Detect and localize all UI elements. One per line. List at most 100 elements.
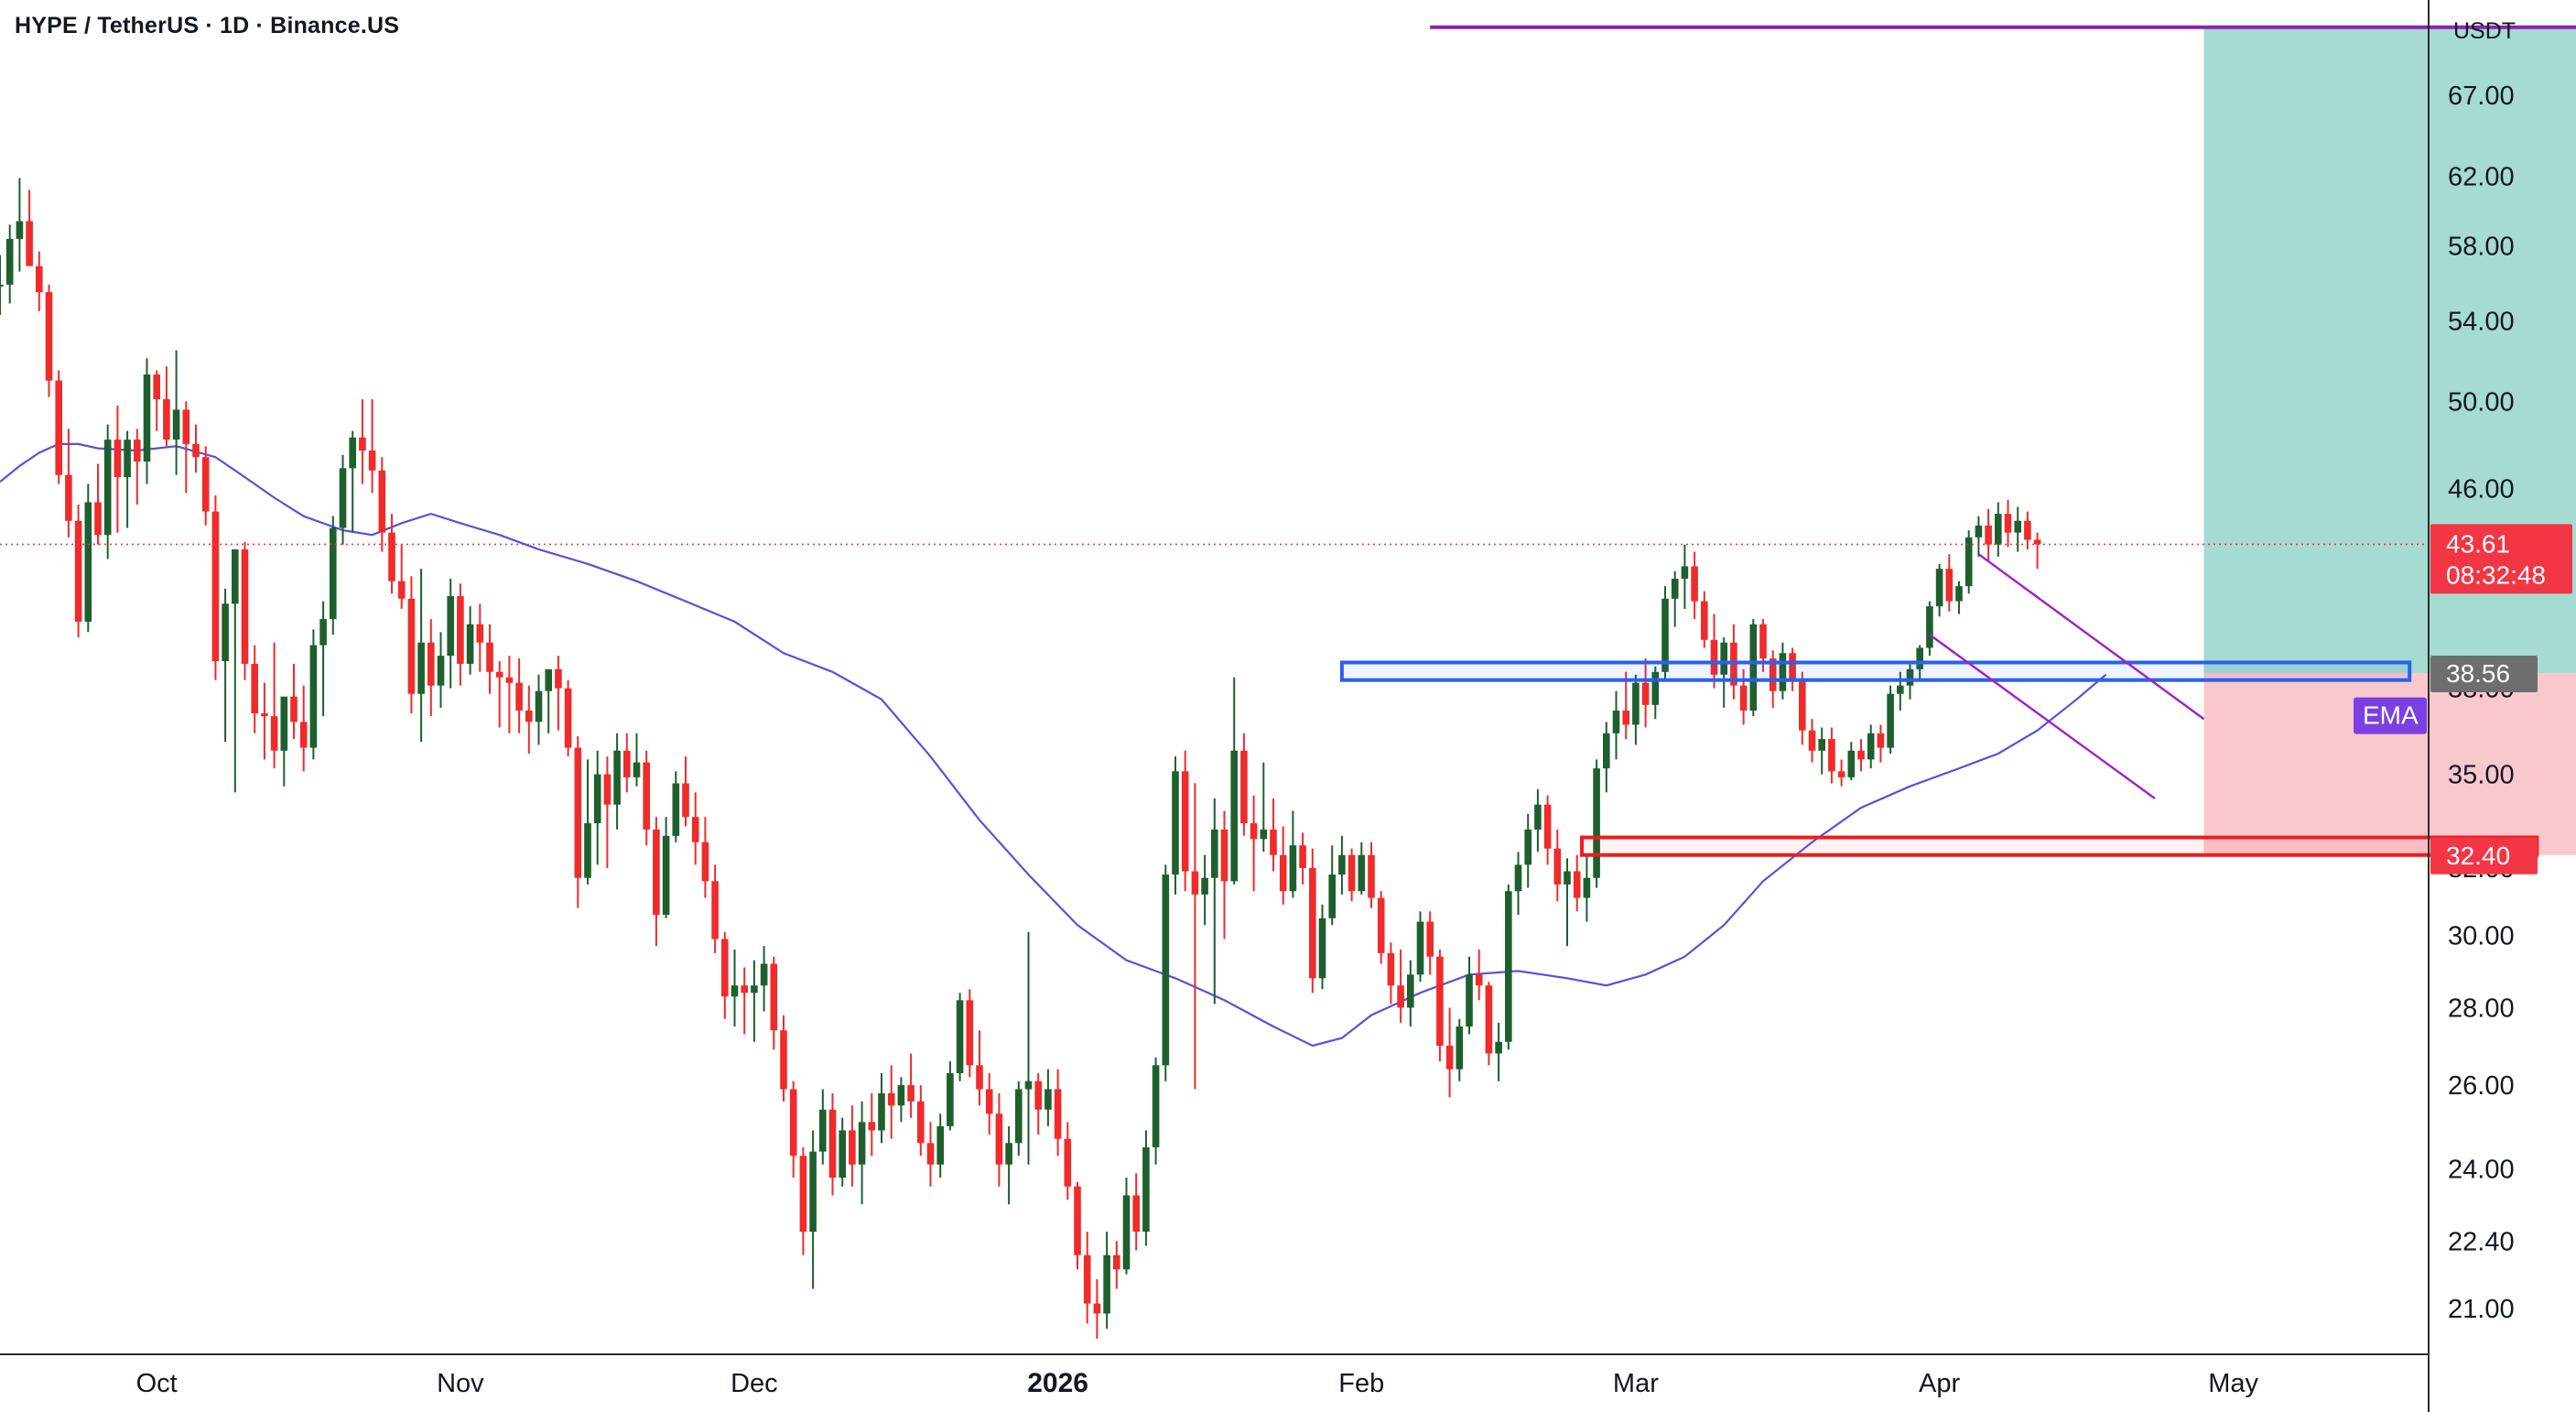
candle-body xyxy=(584,823,591,878)
candle-body xyxy=(839,1130,846,1178)
candle-body xyxy=(1064,1138,1072,1187)
candle-body xyxy=(1837,771,1845,777)
candle-body xyxy=(417,642,425,694)
candle-body xyxy=(1074,1186,1081,1255)
candle-body xyxy=(574,747,582,878)
candle-body xyxy=(701,842,709,882)
candle-body xyxy=(319,619,327,646)
candle-body xyxy=(290,696,298,722)
candle-body xyxy=(1456,1026,1464,1070)
candle-body xyxy=(1318,918,1326,979)
candle-body xyxy=(232,549,239,604)
candle-body xyxy=(241,549,249,664)
candle-body xyxy=(1162,874,1170,1066)
candle-body xyxy=(1152,1065,1160,1147)
candle-body xyxy=(192,443,200,458)
candle-body xyxy=(1426,921,1434,957)
price-tick-label: 50.00 xyxy=(2448,387,2515,417)
candle-body xyxy=(388,532,395,581)
candle-body xyxy=(985,1089,993,1114)
candle-body xyxy=(613,750,621,805)
candle-body xyxy=(1387,952,1395,986)
candle-body xyxy=(1466,974,1473,1027)
candle-body xyxy=(1603,733,1610,769)
candle-body xyxy=(5,238,14,285)
candle-body xyxy=(428,642,435,686)
candle-body xyxy=(222,603,229,662)
candle-body xyxy=(809,1151,817,1233)
candle-body xyxy=(1808,730,1816,751)
candle-body xyxy=(1661,598,1669,672)
candle-body xyxy=(995,1113,1003,1165)
ema-line-layer xyxy=(0,442,2107,1048)
candle-body xyxy=(662,835,670,916)
candle-body xyxy=(1681,566,1689,579)
candle-body xyxy=(1445,1045,1454,1070)
candle-body xyxy=(1230,750,1238,882)
candle-body xyxy=(1799,679,1806,731)
candle-body xyxy=(270,716,278,751)
candle-body xyxy=(849,1130,856,1165)
candle-body xyxy=(1005,1143,1012,1165)
candle-body xyxy=(2033,539,2041,545)
candle-body xyxy=(1475,974,1483,986)
candle-body xyxy=(2024,520,2031,540)
candle-body xyxy=(535,690,543,722)
candle-body xyxy=(134,440,141,462)
candle-body xyxy=(1887,693,1894,748)
candle-body xyxy=(1671,578,1679,599)
candle-body xyxy=(1083,1255,1091,1304)
stop-price-value: 32.40 xyxy=(2446,842,2510,870)
candle-body xyxy=(368,451,376,471)
candle-body xyxy=(1122,1195,1131,1270)
candle-body xyxy=(1181,771,1189,872)
candle-body xyxy=(1220,829,1228,882)
candle-body xyxy=(721,939,729,997)
time-tick-label: 2026 xyxy=(1027,1368,1088,1398)
candle-body xyxy=(956,1000,964,1073)
ema-tag-label: EMA xyxy=(2363,701,2419,730)
candle-body xyxy=(976,1065,983,1090)
candle-body xyxy=(545,668,552,691)
candle-body xyxy=(94,502,102,536)
candle-body xyxy=(261,713,268,717)
candle-body xyxy=(201,457,210,512)
candle-body xyxy=(760,963,768,986)
candle-body xyxy=(731,985,739,997)
candle-body xyxy=(966,1000,974,1066)
entry-price-value: 38.56 xyxy=(2446,659,2510,688)
candle-body xyxy=(1201,877,1208,895)
candle-body xyxy=(1054,1089,1062,1139)
candle-body xyxy=(1553,848,1562,885)
candle-body xyxy=(55,380,62,475)
candle-body xyxy=(309,645,318,748)
time-tick-label: May xyxy=(2208,1369,2258,1398)
candle-body xyxy=(397,581,406,599)
candle-body xyxy=(84,502,92,622)
candle-body xyxy=(926,1143,935,1165)
candle-body xyxy=(1505,891,1512,1042)
candle-body xyxy=(1407,974,1414,1008)
candle-body xyxy=(828,1109,837,1178)
time-axis[interactable]: Oct Nov Dec 2026 Feb Mar Apr May xyxy=(136,1368,2259,1398)
candle-body xyxy=(1495,1041,1502,1054)
candle-body xyxy=(1279,854,1287,892)
candle-body xyxy=(1916,647,1923,669)
candle-body xyxy=(1034,1081,1042,1110)
candle-body xyxy=(1720,642,1727,675)
candle-body xyxy=(182,409,190,444)
candle-body xyxy=(1024,1081,1033,1090)
candle-body xyxy=(555,668,562,689)
candle-body xyxy=(1240,750,1248,824)
time-tick-label: Mar xyxy=(1613,1369,1659,1398)
candle-body xyxy=(1416,921,1424,975)
candle-body xyxy=(466,624,474,664)
candle-body xyxy=(1651,671,1660,705)
candle-body xyxy=(407,598,416,694)
candle-body xyxy=(907,1085,915,1102)
candle-body xyxy=(1348,854,1356,892)
candle-body xyxy=(1338,854,1346,875)
candle-body xyxy=(672,783,680,836)
